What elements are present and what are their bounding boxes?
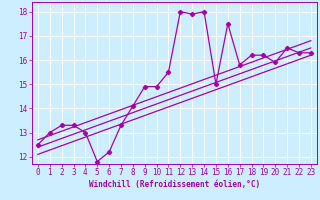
X-axis label: Windchill (Refroidissement éolien,°C): Windchill (Refroidissement éolien,°C) (89, 180, 260, 189)
